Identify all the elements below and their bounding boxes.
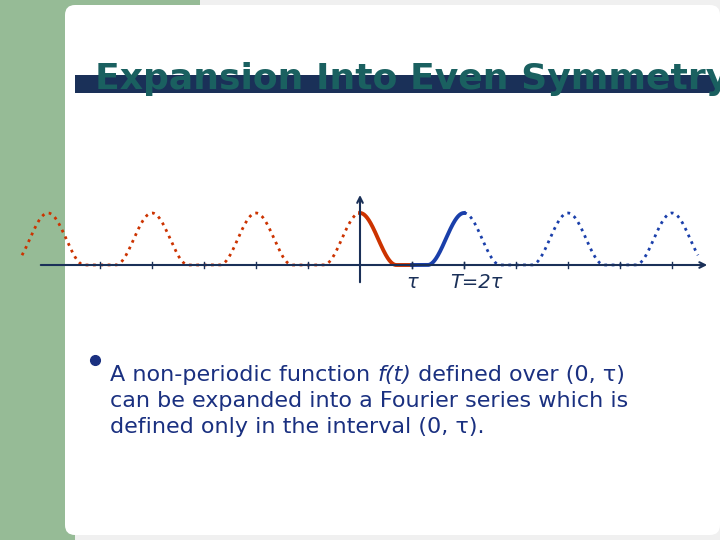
- Text: defined only in the interval (0, τ).: defined only in the interval (0, τ).: [110, 417, 485, 437]
- Text: defined over (0, τ): defined over (0, τ): [411, 365, 625, 385]
- Text: τ: τ: [406, 273, 418, 292]
- Bar: [0, 0, 75, 540]
- Text: A non-periodic function: A non-periodic function: [110, 365, 377, 385]
- Text: can be expanded into a Fourier series which is: can be expanded into a Fourier series wh…: [110, 391, 629, 411]
- Bar: [75, 75, 715, 93]
- Bar: [0, 0, 200, 65]
- Text: T=2τ: T=2τ: [450, 273, 502, 292]
- FancyBboxPatch shape: [65, 5, 720, 535]
- Text: f(t): f(t): [377, 365, 411, 385]
- Text: Expansion Into Even Symmetry: Expansion Into Even Symmetry: [95, 62, 720, 96]
